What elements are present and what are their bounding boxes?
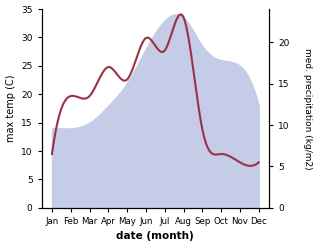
Y-axis label: med. precipitation (kg/m2): med. precipitation (kg/m2) xyxy=(303,48,313,169)
Y-axis label: max temp (C): max temp (C) xyxy=(5,75,16,142)
X-axis label: date (month): date (month) xyxy=(116,231,194,242)
